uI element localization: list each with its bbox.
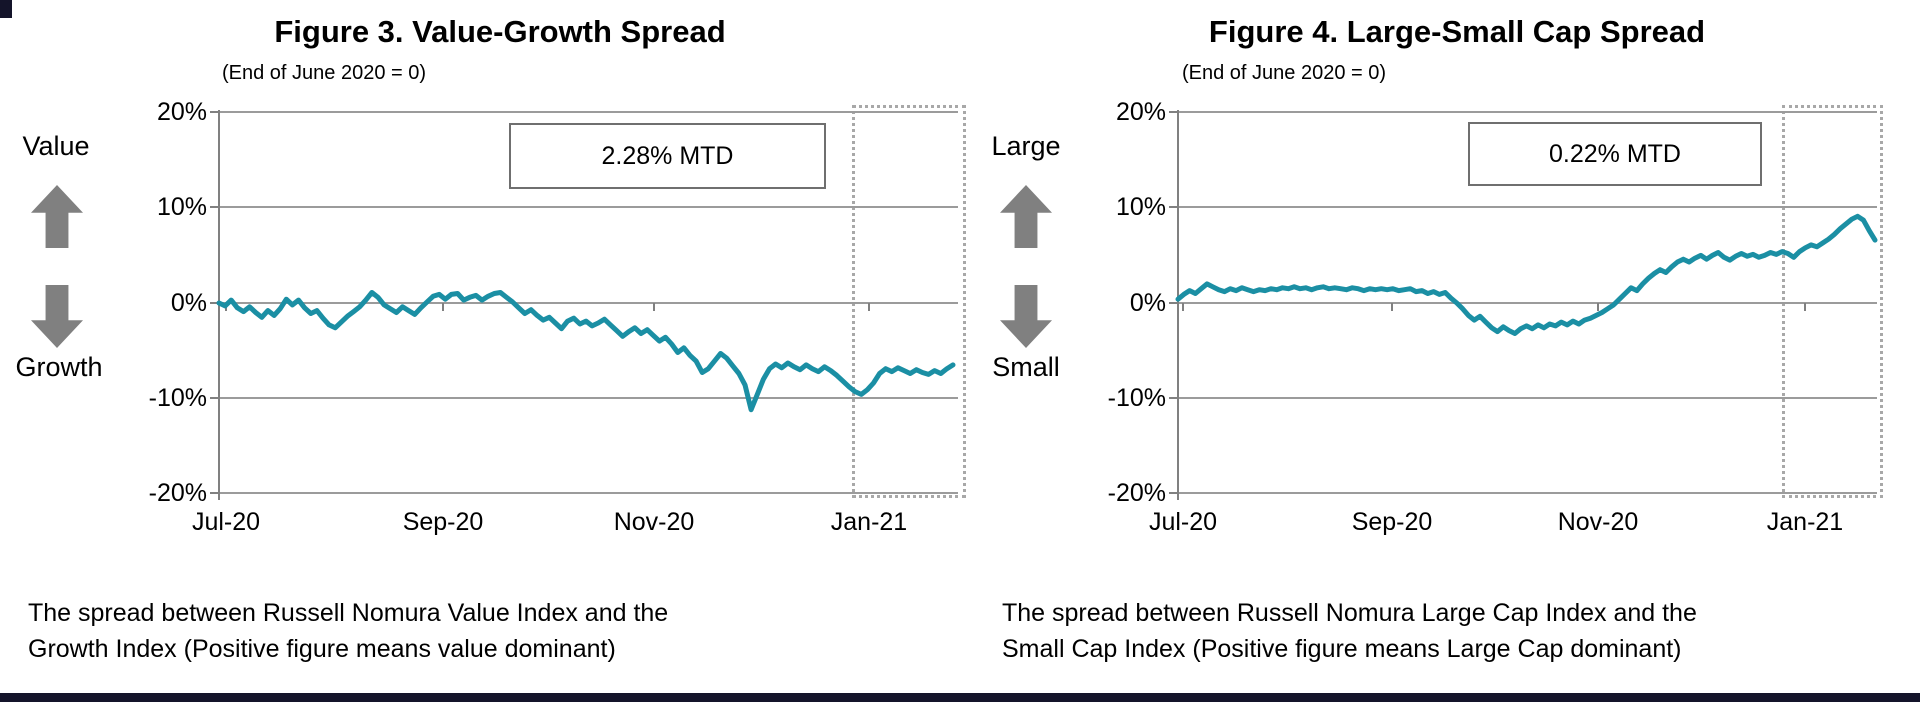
figure3-direction-down-label: Growth: [15, 352, 103, 382]
figure3-xtick-nov20: Nov-20: [613, 508, 695, 536]
corner-mark: [0, 0, 12, 18]
figure4-xtick-jan21: Jan-21: [1766, 508, 1844, 536]
figure3-mtd-annotation: 2.28% MTD: [509, 123, 826, 189]
figure4-highlight-box: [1782, 105, 1883, 498]
figure3-xtick-jan21: Jan-21: [830, 508, 908, 536]
figure4-subtitle: (End of June 2020 = 0): [1182, 62, 1387, 84]
figure3-ytick-20: 20%: [156, 98, 207, 126]
figure4-title: Figure 4. Large-Small Cap Spread: [1208, 14, 1706, 49]
figure4-ytick-10: 10%: [1115, 193, 1166, 221]
figure4-ytick-neg20: -20%: [1107, 479, 1166, 507]
figure3-ytick-10: 10%: [156, 193, 207, 221]
figure4-xtick-jul20: Jul-20: [1148, 508, 1218, 536]
large-small-spread-line: [1175, 213, 1878, 336]
figure4-caption-line1: The spread between Russell Nomura Large …: [1002, 599, 1697, 627]
figure4-direction-down-label: Small: [992, 352, 1060, 382]
figure4-direction-up-label: Large: [991, 131, 1061, 161]
figure4-ytick-0: 0%: [1129, 289, 1166, 317]
figure3-xtick-jul20: Jul-20: [191, 508, 261, 536]
figure3-caption-line1: The spread between Russell Nomura Value …: [28, 599, 669, 627]
figure3-ytick-neg20: -20%: [148, 479, 207, 507]
value-growth-spread-line: [216, 290, 956, 413]
figure3-highlight-box: [852, 105, 966, 498]
figure4-xtick-nov20: Nov-20: [1557, 508, 1639, 536]
figure3-subtitle: (End of June 2020 = 0): [222, 62, 427, 84]
figure4-ytick-neg10: -10%: [1107, 384, 1166, 412]
figure4-caption-line2: Small Cap Index (Positive figure means L…: [1002, 635, 1682, 663]
footer-bar: [0, 693, 1920, 702]
figure4-xtick-sep20: Sep-20: [1351, 508, 1433, 536]
figure3-xtick-sep20: Sep-20: [402, 508, 484, 536]
figure3-direction-up-label: Value: [22, 131, 90, 161]
figure4-ytick-20: 20%: [1115, 98, 1166, 126]
figure3-ytick-0: 0%: [170, 289, 207, 317]
figure3-ytick-neg10: -10%: [148, 384, 207, 412]
figure3-title: Figure 3. Value-Growth Spread: [274, 14, 726, 49]
figure4-mtd-annotation: 0.22% MTD: [1468, 122, 1762, 186]
figure3-caption-line2: Growth Index (Positive figure means valu…: [28, 635, 616, 663]
